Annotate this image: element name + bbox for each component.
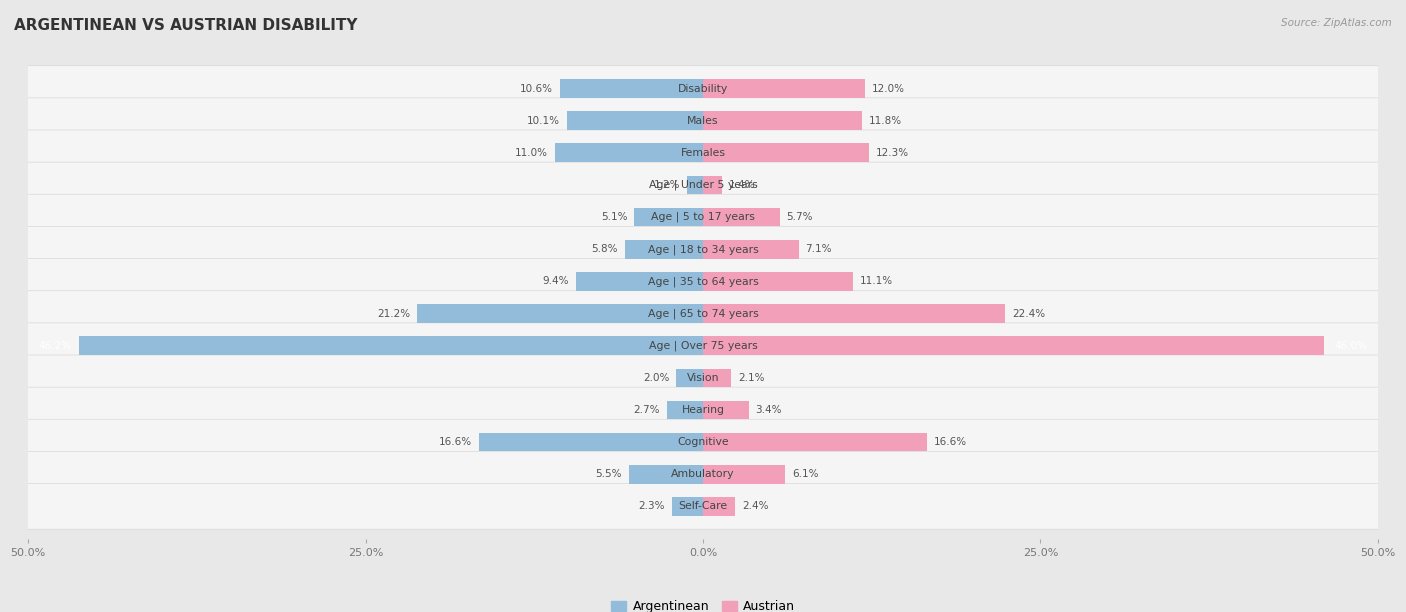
- Bar: [567, 111, 703, 130]
- Text: 16.6%: 16.6%: [934, 437, 967, 447]
- FancyBboxPatch shape: [24, 98, 1382, 143]
- Bar: [79, 337, 703, 355]
- FancyBboxPatch shape: [24, 419, 1382, 465]
- FancyBboxPatch shape: [24, 355, 1382, 401]
- Text: 2.7%: 2.7%: [633, 405, 659, 415]
- Text: Hearing: Hearing: [682, 405, 724, 415]
- Text: 46.2%: 46.2%: [39, 341, 72, 351]
- Text: 7.1%: 7.1%: [806, 244, 832, 254]
- FancyBboxPatch shape: [24, 483, 1382, 529]
- Bar: [479, 433, 703, 452]
- FancyBboxPatch shape: [24, 259, 1382, 304]
- Text: 11.1%: 11.1%: [859, 277, 893, 286]
- FancyBboxPatch shape: [24, 323, 1382, 368]
- Text: Males: Males: [688, 116, 718, 125]
- Text: Females: Females: [681, 148, 725, 158]
- Text: Age | Over 75 years: Age | Over 75 years: [648, 340, 758, 351]
- Text: 5.1%: 5.1%: [600, 212, 627, 222]
- Legend: Argentinean, Austrian: Argentinean, Austrian: [606, 595, 800, 612]
- Text: 11.8%: 11.8%: [869, 116, 903, 125]
- Bar: [676, 368, 703, 387]
- FancyBboxPatch shape: [24, 162, 1382, 208]
- FancyBboxPatch shape: [24, 387, 1382, 433]
- Bar: [703, 111, 862, 130]
- Text: 9.4%: 9.4%: [543, 277, 569, 286]
- Text: 11.0%: 11.0%: [515, 148, 548, 158]
- Text: 6.1%: 6.1%: [792, 469, 818, 479]
- Bar: [703, 208, 780, 226]
- Text: 22.4%: 22.4%: [1012, 308, 1045, 318]
- FancyBboxPatch shape: [24, 65, 1382, 111]
- Text: 2.0%: 2.0%: [643, 373, 669, 383]
- Text: 5.7%: 5.7%: [787, 212, 813, 222]
- Text: 16.6%: 16.6%: [439, 437, 472, 447]
- Bar: [416, 304, 703, 323]
- Text: Ambulatory: Ambulatory: [671, 469, 735, 479]
- Bar: [703, 433, 927, 452]
- Bar: [624, 240, 703, 259]
- Text: 1.2%: 1.2%: [654, 180, 681, 190]
- Bar: [703, 272, 853, 291]
- Text: Age | 18 to 34 years: Age | 18 to 34 years: [648, 244, 758, 255]
- FancyBboxPatch shape: [24, 291, 1382, 337]
- Bar: [703, 465, 786, 483]
- Text: Self-Care: Self-Care: [679, 501, 727, 512]
- Bar: [576, 272, 703, 291]
- Text: 2.1%: 2.1%: [738, 373, 765, 383]
- Text: 10.6%: 10.6%: [520, 83, 553, 94]
- Bar: [560, 79, 703, 98]
- Text: ARGENTINEAN VS AUSTRIAN DISABILITY: ARGENTINEAN VS AUSTRIAN DISABILITY: [14, 18, 357, 34]
- Bar: [554, 143, 703, 162]
- Text: Vision: Vision: [686, 373, 720, 383]
- Text: Age | 65 to 74 years: Age | 65 to 74 years: [648, 308, 758, 319]
- Bar: [703, 401, 749, 419]
- Text: 5.8%: 5.8%: [592, 244, 619, 254]
- Bar: [703, 497, 735, 516]
- Text: 2.4%: 2.4%: [742, 501, 769, 512]
- Bar: [703, 240, 799, 259]
- Text: 21.2%: 21.2%: [377, 308, 411, 318]
- Text: Cognitive: Cognitive: [678, 437, 728, 447]
- Text: 5.5%: 5.5%: [596, 469, 621, 479]
- Bar: [672, 497, 703, 516]
- Bar: [703, 79, 865, 98]
- FancyBboxPatch shape: [24, 226, 1382, 272]
- Bar: [666, 401, 703, 419]
- Bar: [628, 465, 703, 483]
- Bar: [703, 143, 869, 162]
- Text: Age | 35 to 64 years: Age | 35 to 64 years: [648, 276, 758, 286]
- Text: Age | 5 to 17 years: Age | 5 to 17 years: [651, 212, 755, 222]
- Text: 1.4%: 1.4%: [728, 180, 755, 190]
- Bar: [703, 337, 1324, 355]
- FancyBboxPatch shape: [24, 452, 1382, 497]
- Text: 46.0%: 46.0%: [1334, 341, 1367, 351]
- Bar: [703, 304, 1005, 323]
- FancyBboxPatch shape: [24, 130, 1382, 176]
- Bar: [703, 176, 721, 194]
- Text: 3.4%: 3.4%: [755, 405, 782, 415]
- Text: 2.3%: 2.3%: [638, 501, 665, 512]
- Bar: [686, 176, 703, 194]
- Text: Disability: Disability: [678, 83, 728, 94]
- Text: Source: ZipAtlas.com: Source: ZipAtlas.com: [1281, 18, 1392, 28]
- Text: 10.1%: 10.1%: [527, 116, 560, 125]
- Text: 12.3%: 12.3%: [876, 148, 908, 158]
- Text: 12.0%: 12.0%: [872, 83, 904, 94]
- Text: Age | Under 5 years: Age | Under 5 years: [648, 180, 758, 190]
- Bar: [703, 368, 731, 387]
- Bar: [634, 208, 703, 226]
- FancyBboxPatch shape: [24, 194, 1382, 240]
